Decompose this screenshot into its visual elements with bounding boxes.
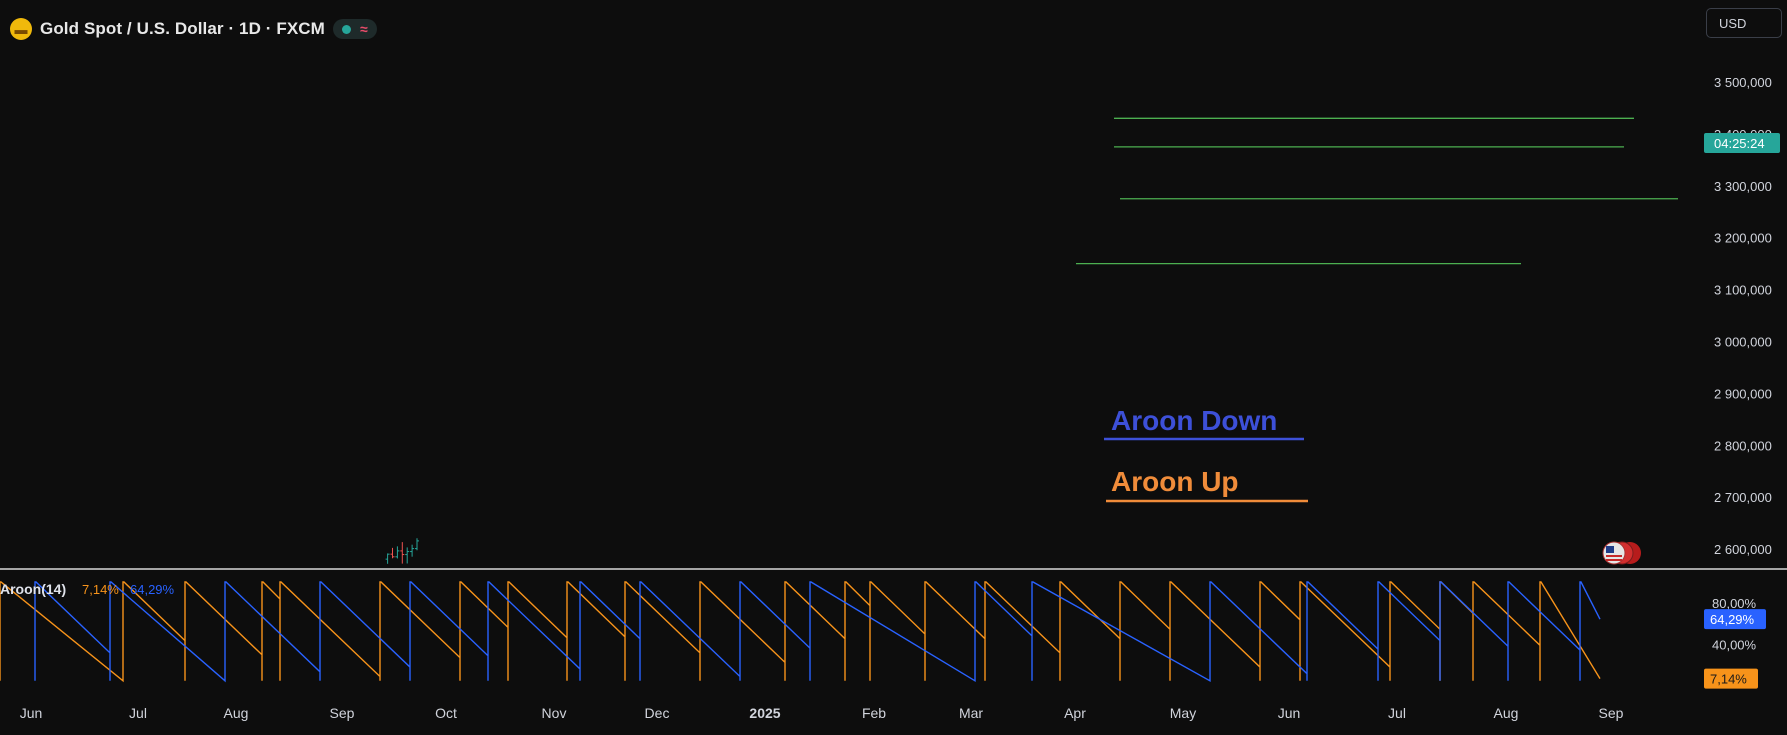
- time-axis-label: Mar: [959, 705, 983, 721]
- time-axis-label: Sep: [330, 705, 355, 721]
- aroon-up-badge-label: 7,14%: [1710, 672, 1747, 687]
- aroon-up-line[interactable]: [0, 581, 1601, 683]
- market-open-dot-icon: [341, 24, 351, 34]
- price-tick-label: 3 500,000: [1714, 75, 1772, 90]
- price-tick-label: 2 700,000: [1714, 490, 1772, 505]
- time-axis-label: Jul: [1388, 705, 1406, 721]
- annotations: Aroon Down Aroon Up: [1104, 405, 1308, 503]
- candle: [400, 542, 405, 564]
- horizontal-levels: [1076, 117, 1678, 265]
- us-flag-icon[interactable]: [1602, 541, 1641, 565]
- gold-bars-icon[interactable]: ▬: [10, 18, 32, 40]
- time-axis-label: Apr: [1064, 705, 1086, 721]
- aroon-up-legend-value: 7,14%: [82, 582, 119, 597]
- time-axis-label: Oct: [435, 705, 457, 721]
- aroon-down-legend-value: 64,29%: [130, 582, 175, 597]
- aroon-down-line[interactable]: [34, 581, 1601, 683]
- aroon-down-badge: [1704, 609, 1766, 630]
- time-axis-label: May: [1170, 705, 1196, 721]
- candle: [395, 546, 400, 559]
- time-axis-label: Nov: [542, 705, 567, 721]
- time-axis-label: Aug: [1494, 705, 1519, 721]
- time-axis-label: Jun: [1278, 705, 1301, 721]
- indicator-legend[interactable]: Aroon(14) 7,14% 64,29%: [0, 581, 175, 597]
- candle: [410, 544, 415, 557]
- time-axis-label: 2025: [749, 705, 780, 721]
- currency-button[interactable]: USD: [1706, 8, 1782, 38]
- candle: [405, 547, 410, 564]
- time-axis-label: Jul: [129, 705, 147, 721]
- candles: [385, 538, 419, 564]
- candle: [385, 553, 390, 564]
- price-tick-label: 3 000,000: [1714, 335, 1772, 350]
- indicator-name[interactable]: Aroon(14): [0, 581, 66, 597]
- time-axis-label: Dec: [645, 705, 670, 721]
- aroon-pane: 80,00% 40,00% 64,29% 7,14%: [0, 581, 1766, 689]
- aroon-up-badge: [1704, 668, 1758, 689]
- candle: [390, 547, 395, 559]
- countdown-label: 04:25:24: [1714, 136, 1765, 151]
- time-axis: Jun Jul Aug Sep Oct Nov Dec 2025 Feb Mar Apr May Jun…: [20, 705, 1624, 721]
- aroon-axis-tick: 40,00%: [1712, 637, 1757, 652]
- market-status-pill[interactable]: ≈: [332, 19, 377, 39]
- symbol-title[interactable]: Gold Spot / U.S. Dollar · 1D · FXCM: [40, 19, 325, 38]
- time-axis-label: Jun: [20, 705, 43, 721]
- aroon-axis-tick: 80,00%: [1712, 596, 1757, 611]
- price-tick-label: 3 200,000: [1714, 231, 1772, 246]
- wave-icon: ≈: [359, 21, 368, 37]
- time-axis-label: Sep: [1599, 705, 1624, 721]
- aroon-up-annotation[interactable]: Aroon Up: [1111, 466, 1239, 497]
- time-axis-label: Feb: [862, 705, 886, 721]
- price-tick-label: 3 100,000: [1714, 283, 1772, 298]
- price-tick-label: 2 600,000: [1714, 542, 1772, 557]
- price-tick-label: 2 900,000: [1714, 386, 1772, 401]
- chart-header: ▬ Gold Spot / U.S. Dollar · 1D · FXCM ≈: [10, 14, 377, 44]
- time-axis-label: Aug: [224, 705, 249, 721]
- price-tick-label: 3 300,000: [1714, 179, 1772, 194]
- candle: [415, 538, 419, 551]
- price-tick-label: 2 800,000: [1714, 438, 1772, 453]
- countdown-badge: [1704, 133, 1780, 153]
- aroon-down-annotation[interactable]: Aroon Down: [1111, 405, 1277, 436]
- aroon-down-badge-label: 64,29%: [1710, 612, 1755, 627]
